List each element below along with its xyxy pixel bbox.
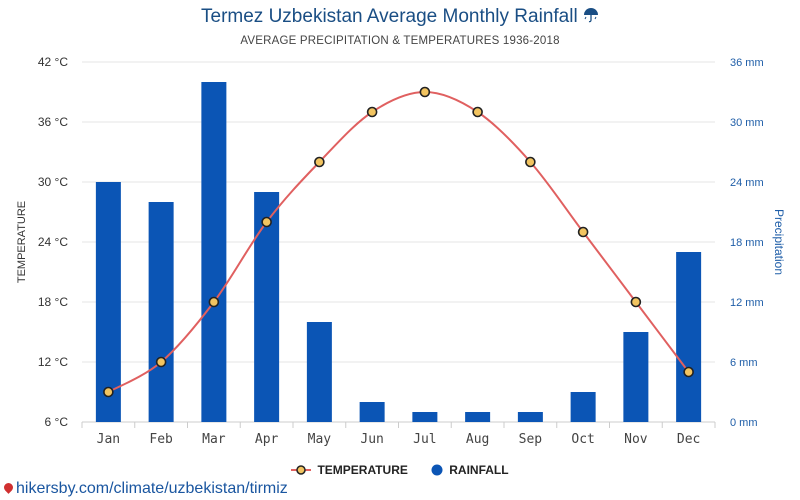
chart-title-text: Termez Uzbekistan Average Monthly Rainfa… xyxy=(201,6,578,27)
x-tick-label: Jun xyxy=(360,432,383,447)
x-tick-label: Nov xyxy=(624,432,648,447)
temperature-point-aug xyxy=(472,106,483,118)
y-left-tick-label: 42 °C xyxy=(38,55,68,69)
temperature-point-apr xyxy=(261,216,272,228)
y-right-tick-label: 6 mm xyxy=(730,357,758,369)
y-left-tick-label: 12 °C xyxy=(38,355,68,369)
legend-label-temperature: TEMPERATURE xyxy=(317,463,408,477)
chart-legend: TEMPERATURE RAINFALL xyxy=(0,463,800,479)
rainfall-bar-feb xyxy=(148,202,174,422)
x-tick-label: Aug xyxy=(466,432,489,447)
umbrella-rain-icon xyxy=(583,8,598,23)
rainfall-bar-jan xyxy=(95,182,121,422)
source-link[interactable]: hikersby.com/climate/uzbekistan/tirmiz xyxy=(2,480,288,498)
x-tick-label: Mar xyxy=(202,432,226,447)
temperature-point-jun xyxy=(366,106,378,118)
temperature-point-jul xyxy=(419,86,431,98)
rainfall-bar-mar xyxy=(201,82,227,422)
rainfall-bar-jun xyxy=(359,402,385,422)
y-right-tick-label: 0 mm xyxy=(730,417,758,429)
rainfall-bar-dec xyxy=(676,252,702,422)
temperature-line-marker-icon xyxy=(291,465,312,475)
y-right-tick-label: 30 mm xyxy=(730,117,764,129)
y-left-tick-label: 6 °C xyxy=(45,415,69,429)
temperature-point-jan xyxy=(103,386,114,398)
y-left-tick-label: 24 °C xyxy=(38,235,68,249)
y-right-tick-label: 36 mm xyxy=(730,57,764,69)
y-left-tick-label: 30 °C xyxy=(38,175,68,189)
x-tick-label: Oct xyxy=(571,432,594,447)
y-left-tick-label: 36 °C xyxy=(38,115,68,129)
source-link-text: hikersby.com/climate/uzbekistan/tirmiz xyxy=(16,480,288,497)
chart-subtitle: AVERAGE PRECIPITATION & TEMPERATURES 193… xyxy=(240,35,560,47)
y-left-tick-label: 18 °C xyxy=(38,295,68,309)
rainfall-bar-jul xyxy=(412,412,438,422)
rainfall-dot-marker-icon xyxy=(431,464,443,476)
temperature-point-may xyxy=(314,156,325,168)
legend-item-rainfall[interactable]: RAINFALL xyxy=(431,463,509,477)
y-right-tick-label: 24 mm xyxy=(730,177,764,189)
y-right-axis-title: Precipitation xyxy=(772,209,786,275)
chart-title: Termez Uzbekistan Average Monthly Rainfa… xyxy=(0,6,800,28)
rainfall-bar-nov xyxy=(623,332,649,422)
rainfall-bar-sep xyxy=(517,412,543,422)
x-tick-label: Sep xyxy=(519,432,543,447)
temperature-point-nov xyxy=(630,296,642,308)
y-right-tick-label: 12 mm xyxy=(730,297,764,309)
location-pin-icon xyxy=(2,481,15,494)
rainfall-bar-apr xyxy=(254,192,280,422)
x-tick-label: May xyxy=(308,432,332,447)
legend-item-temperature[interactable]: TEMPERATURE xyxy=(291,463,408,477)
x-tick-label: Dec xyxy=(677,432,700,447)
temperature-point-oct xyxy=(577,226,589,238)
legend-label-rainfall: RAINFALL xyxy=(449,463,509,477)
y-right-tick-label: 18 mm xyxy=(730,237,764,249)
x-tick-label: Jan xyxy=(97,432,120,447)
temperature-point-mar xyxy=(208,296,220,308)
rainfall-bar-aug xyxy=(465,412,491,422)
x-tick-label: Jul xyxy=(413,432,436,447)
x-tick-label: Apr xyxy=(255,432,279,447)
rainfall-bar-may xyxy=(306,322,332,422)
temperature-point-feb xyxy=(155,356,167,368)
y-left-axis-title: TEMPERATURE xyxy=(16,201,28,283)
temperature-point-sep xyxy=(525,156,536,168)
temperature-point-dec xyxy=(683,366,694,378)
x-tick-label: Feb xyxy=(149,432,173,447)
rainfall-bar-oct xyxy=(570,392,596,422)
